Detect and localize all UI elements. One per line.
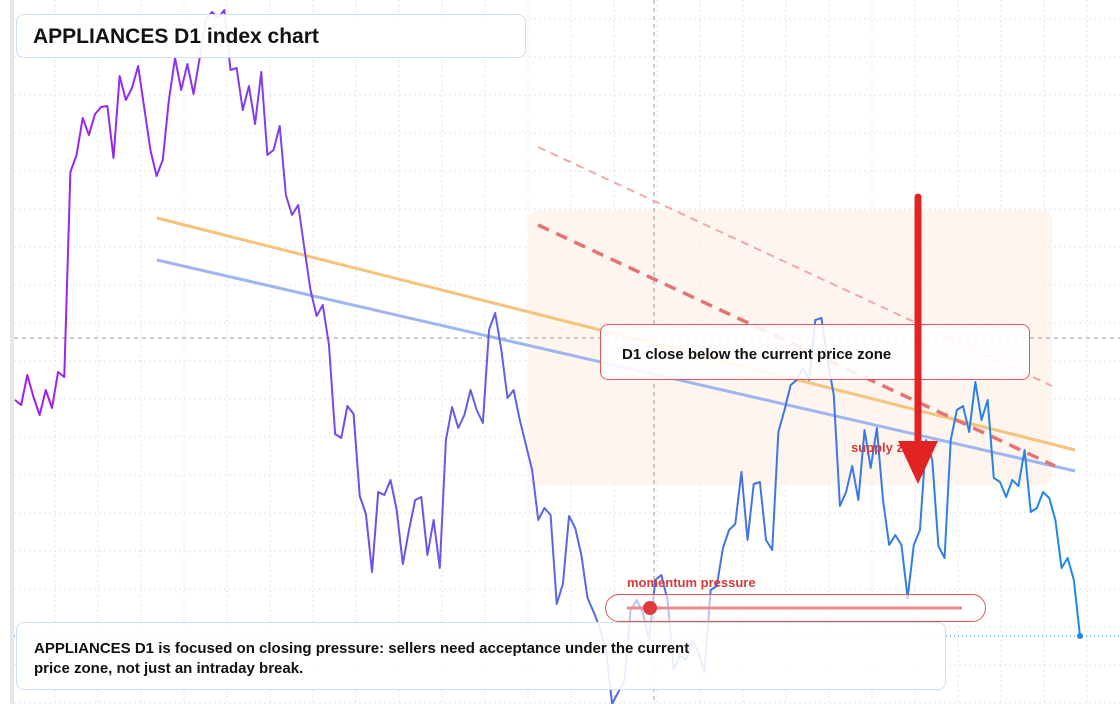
last-point [1077, 633, 1083, 639]
caption-box: APPLIANCES D1 is focused on closing pres… [16, 622, 946, 690]
price-line [14, 9, 1081, 704]
zone-label: supply zone [851, 440, 927, 455]
callout-box: D1 close below the current price zone [600, 324, 1030, 380]
left-edge [10, 0, 14, 704]
momentum-label: momentum pressure [627, 575, 756, 590]
caption-text: APPLIANCES D1 is focused on closing pres… [34, 640, 690, 677]
title-box: APPLIANCES D1 index chart [16, 14, 526, 58]
momentum-box [605, 594, 986, 622]
chart-title: APPLIANCES D1 index chart [33, 25, 319, 48]
momentum-dot [643, 601, 657, 615]
momentum-gauge [627, 601, 962, 615]
callout-text: D1 close below the current price zone [622, 346, 892, 363]
channel-upper [537, 146, 1053, 387]
